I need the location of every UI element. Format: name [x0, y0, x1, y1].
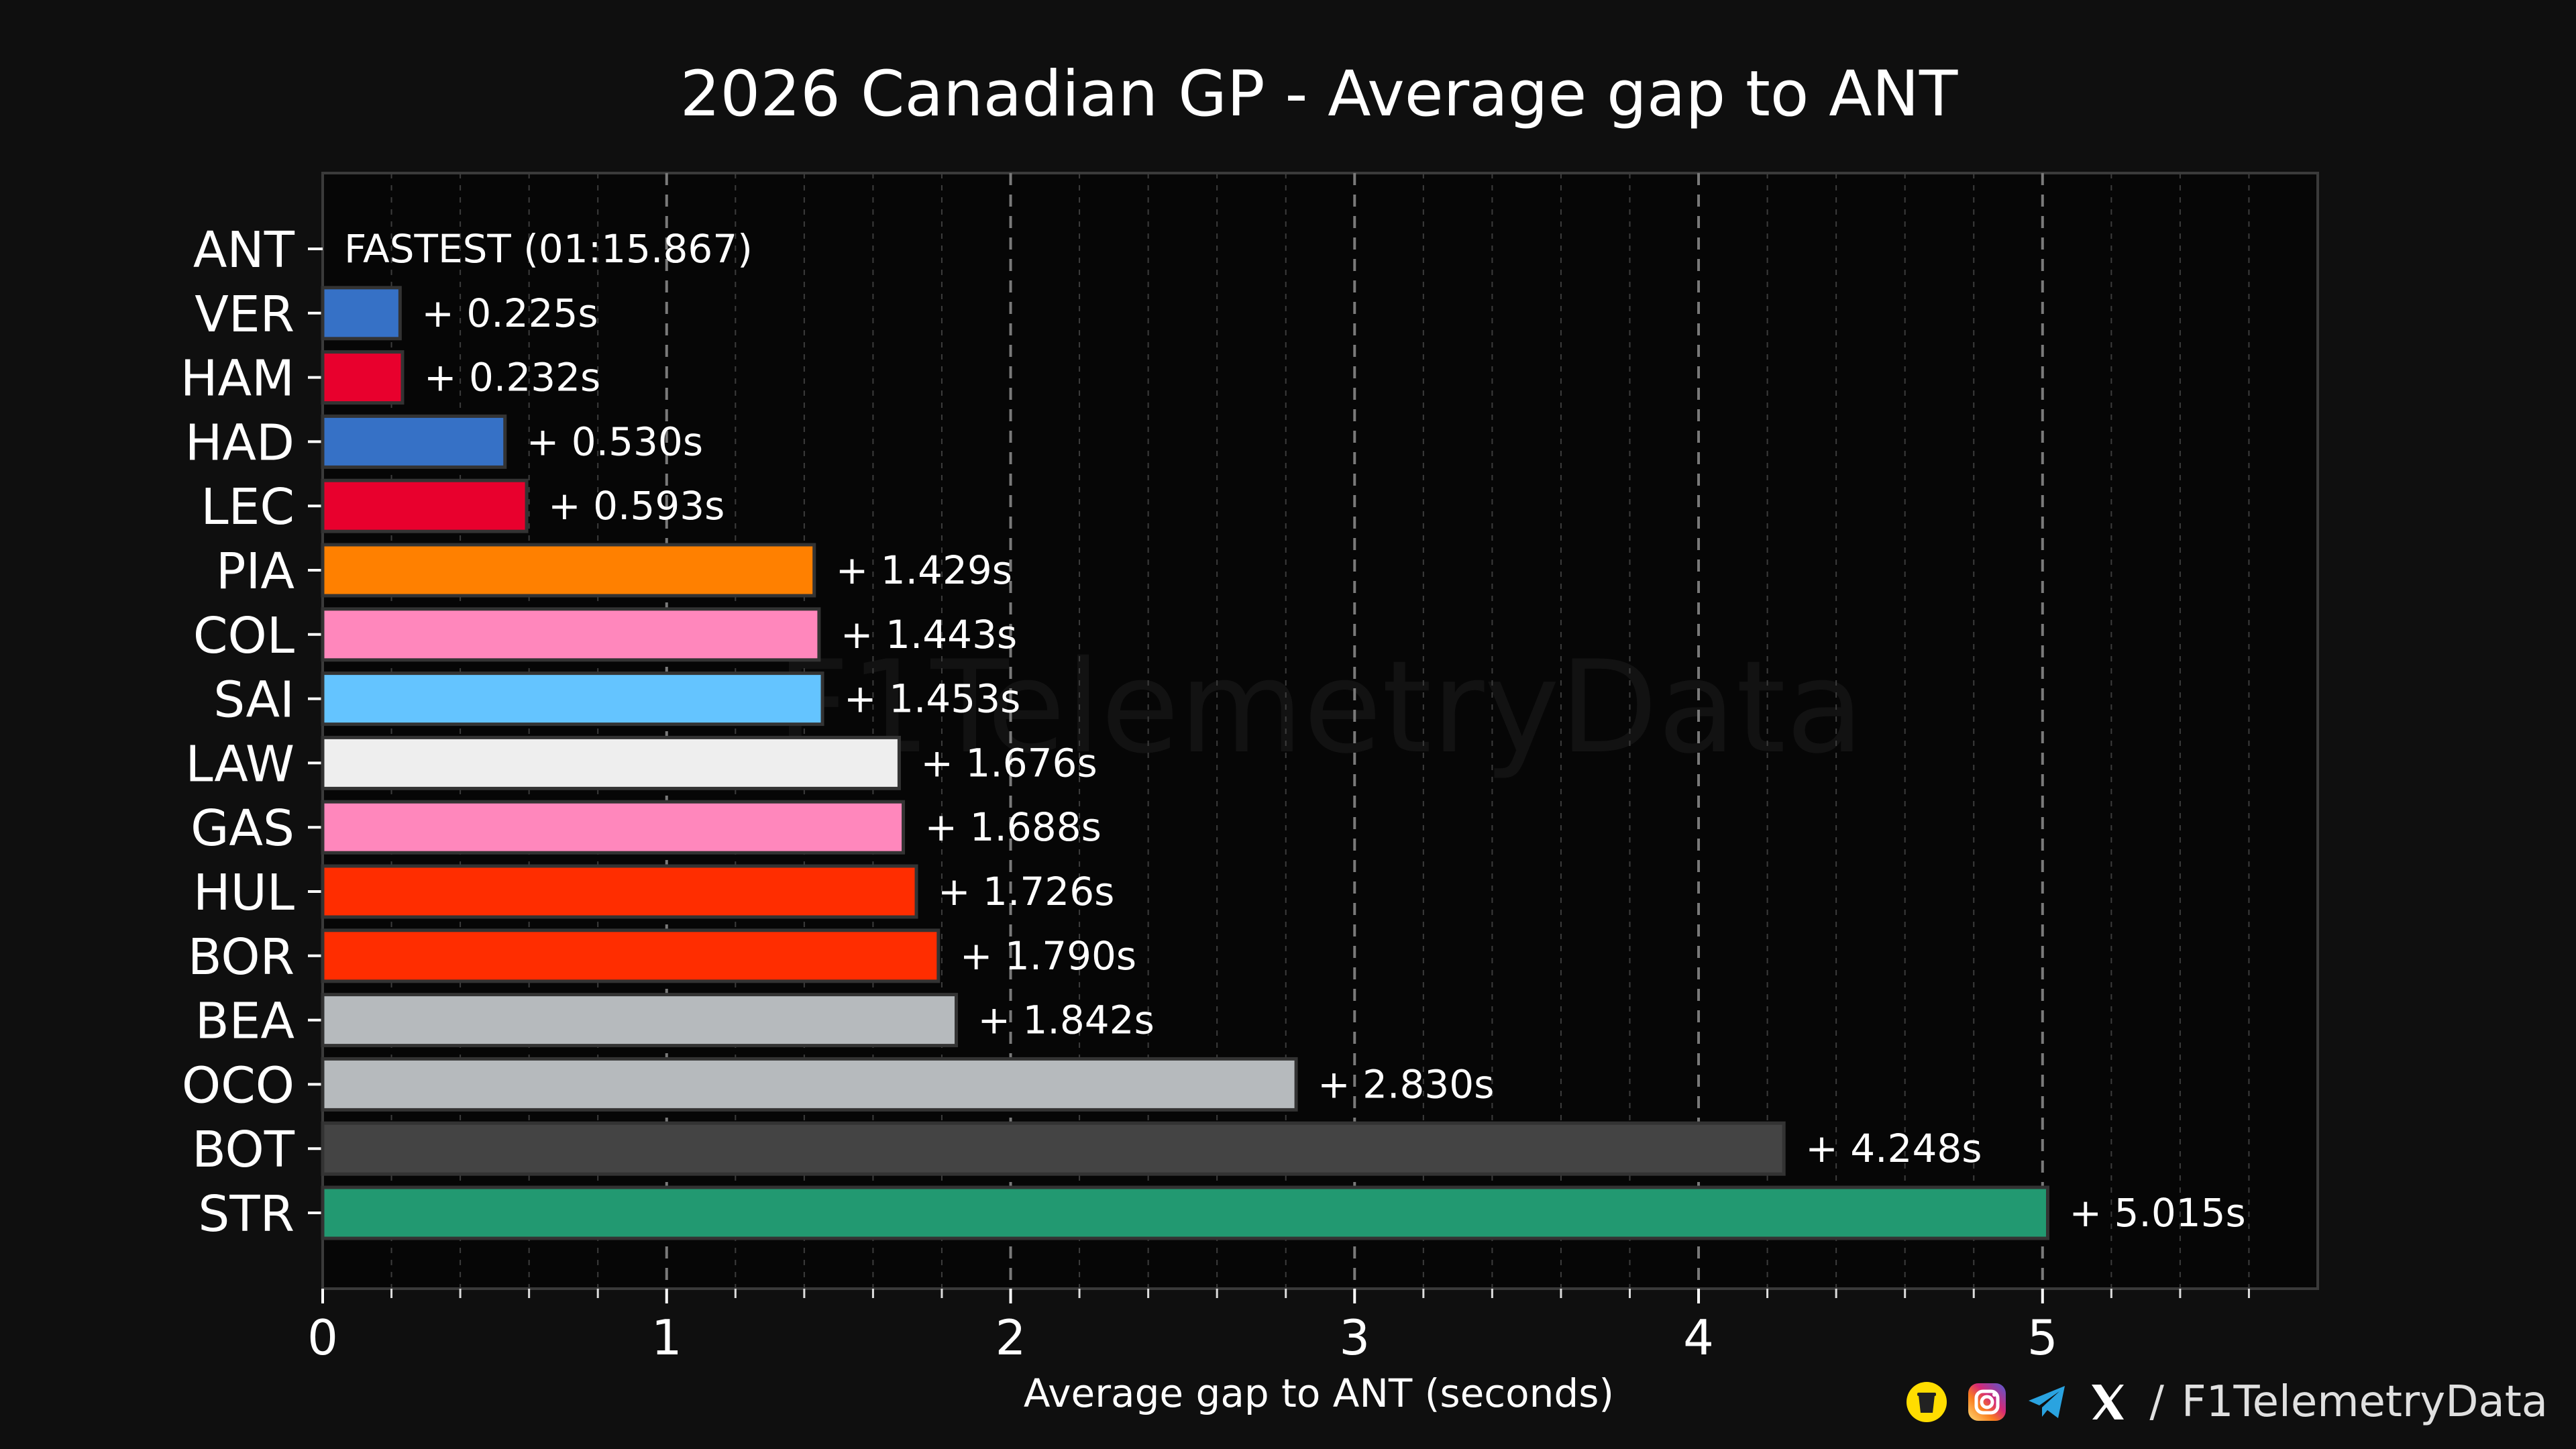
bar: [321, 864, 918, 919]
y-tick-label: COL: [193, 607, 294, 665]
bar-value-label: FASTEST (01:15.867): [344, 226, 753, 272]
footer-separator: /: [2149, 1377, 2164, 1427]
telegram-icon[interactable]: [2026, 1381, 2069, 1424]
y-tick-label: HUL: [193, 864, 294, 922]
y-tick-label: LAW: [185, 735, 294, 793]
y-tick-label: ANT: [193, 221, 295, 279]
bar-value-label: + 0.225s: [421, 290, 598, 336]
bar: [321, 286, 402, 341]
bar-value-label: + 2.830s: [1318, 1061, 1494, 1107]
bar: [321, 735, 901, 790]
bar-value-label: + 0.530s: [527, 419, 703, 464]
bar-value-label: + 1.842s: [978, 998, 1155, 1043]
x-tick-label: 4: [1683, 1309, 1714, 1366]
bar-value-label: + 0.593s: [548, 483, 724, 529]
x-tick-label: 0: [307, 1309, 338, 1366]
bar-value-label: + 1.453s: [844, 676, 1020, 722]
bar-value-label: + 1.676s: [920, 740, 1097, 786]
bar: [321, 928, 941, 983]
bar: [321, 543, 816, 598]
bar: [321, 1057, 1298, 1112]
footer-social: / F1TelemetryData: [1905, 1370, 2548, 1434]
x-axis-label: Average gap to ANT (seconds): [1024, 1371, 1614, 1416]
x-tick-label: 1: [651, 1309, 682, 1366]
y-tick-label: SAI: [213, 672, 294, 729]
bar-value-label: + 1.688s: [925, 804, 1102, 850]
y-tick-label: HAD: [185, 414, 294, 472]
bar-value-label: + 0.232s: [424, 355, 600, 400]
bar: [321, 1185, 2049, 1240]
bar-value-label: + 1.726s: [938, 869, 1114, 914]
x-tick-label: 2: [996, 1309, 1026, 1366]
bar: [321, 672, 824, 727]
bar-value-label: + 4.248s: [1805, 1126, 1982, 1171]
bar: [321, 607, 821, 662]
bar-value-label: + 1.429s: [836, 547, 1012, 593]
coffee-cup-icon[interactable]: [1905, 1381, 1948, 1424]
bar: [321, 993, 959, 1048]
x-tick-label: 3: [1339, 1309, 1370, 1366]
y-tick-label: BEA: [195, 993, 295, 1051]
y-tick-label: GAS: [191, 800, 294, 857]
y-tick-label: LEC: [201, 478, 294, 536]
y-tick-label: PIA: [216, 543, 294, 600]
chart-title: 2026 Canadian GP - Average gap to ANT: [680, 58, 1958, 131]
y-tick-label: BOT: [192, 1121, 295, 1179]
y-tick-label: VER: [195, 286, 294, 343]
x-logo-icon[interactable]: [2086, 1381, 2129, 1424]
bar: [321, 414, 507, 469]
bar-value-label: + 5.015s: [2069, 1190, 2245, 1236]
y-tick-label: BOR: [188, 928, 294, 986]
y-tick-label: OCO: [182, 1057, 294, 1114]
bar: [321, 350, 405, 405]
watermark: F1TelemetryData: [776, 633, 1864, 782]
x-tick-label: 5: [2027, 1309, 2058, 1366]
bar-value-label: + 1.790s: [960, 933, 1136, 979]
y-tick-label: HAM: [180, 350, 294, 408]
instagram-icon[interactable]: [1966, 1381, 2008, 1424]
bar: [321, 478, 529, 533]
bar: [321, 800, 906, 855]
footer-handle[interactable]: F1TelemetryData: [2181, 1377, 2548, 1427]
bar-value-label: + 1.443s: [841, 612, 1017, 657]
bar: [321, 1121, 1786, 1176]
y-tick-label: STR: [198, 1185, 294, 1243]
